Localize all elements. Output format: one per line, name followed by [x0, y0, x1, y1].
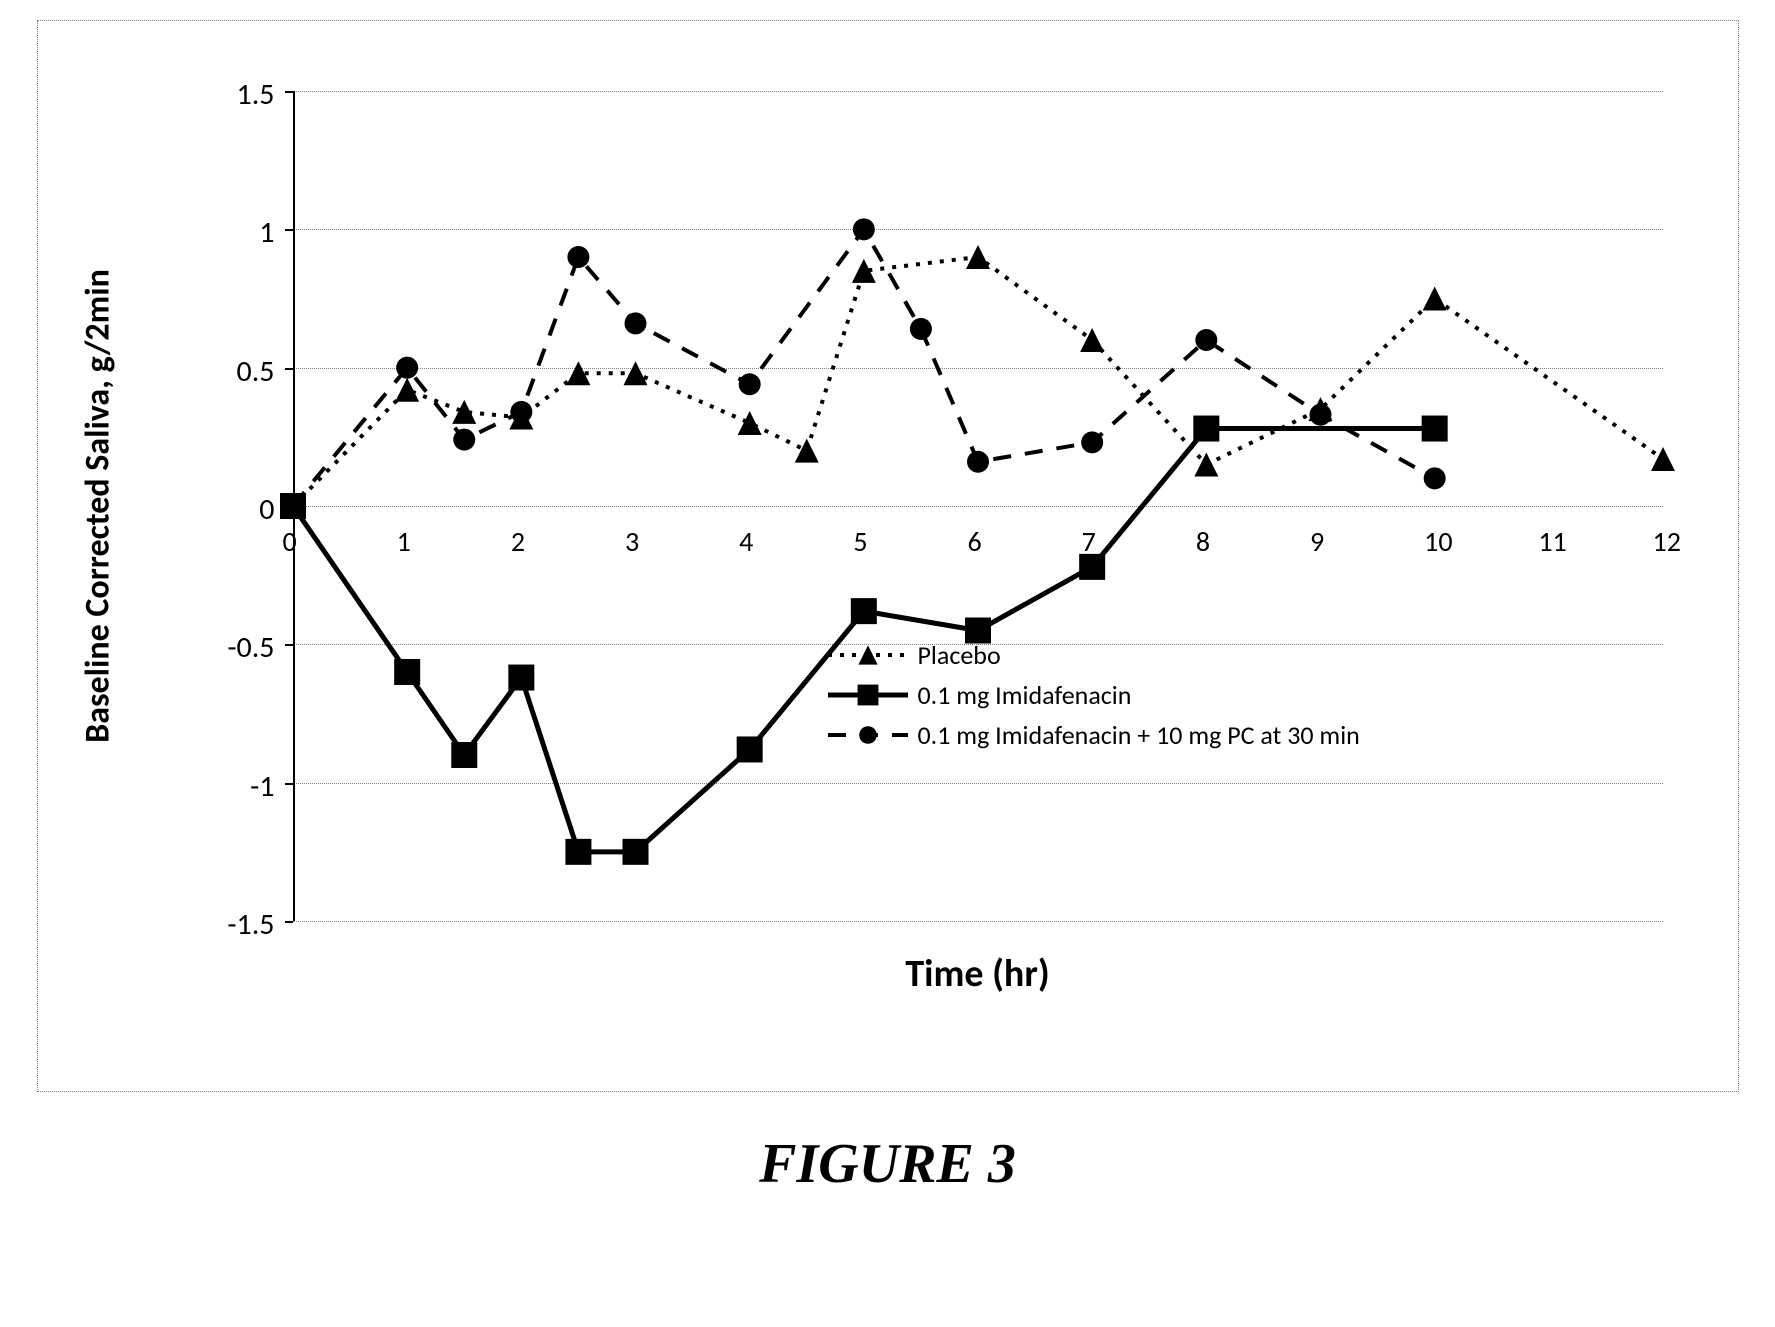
- marker-circle: [453, 429, 475, 451]
- marker-circle: [567, 246, 589, 268]
- marker-square: [1193, 416, 1219, 442]
- legend-swatch: [828, 645, 908, 665]
- marker-circle: [1423, 467, 1445, 489]
- legend-label: Placebo: [918, 639, 1001, 671]
- marker-circle: [510, 401, 532, 423]
- marker-square: [1079, 554, 1105, 580]
- marker-triangle: [1651, 447, 1675, 471]
- figure-container: -1.5-1-0.500.511.50123456789101112Baseli…: [20, 20, 1755, 1307]
- marker-circle: [624, 312, 646, 334]
- marker-square: [622, 839, 648, 865]
- marker-triangle: [1422, 287, 1446, 311]
- marker-triangle: [1080, 328, 1104, 352]
- legend-swatch: [828, 725, 908, 745]
- marker-circle: [859, 726, 877, 744]
- legend-label: 0.1 mg Imidafenacin + 10 mg PC at 30 min: [918, 719, 1360, 751]
- figure-caption: FIGURE 3: [759, 1132, 1016, 1196]
- legend: Placebo 0.1 mg Imidafenacin 0.1 mg Imidafe…: [828, 641, 1360, 761]
- marker-square: [508, 665, 534, 691]
- chart-outer-frame: -1.5-1-0.500.511.50123456789101112Baseli…: [37, 20, 1739, 1092]
- marker-triangle: [794, 439, 818, 463]
- marker-triangle: [452, 400, 476, 424]
- marker-circle: [1195, 329, 1217, 351]
- marker-circle: [1081, 431, 1103, 453]
- marker-triangle: [858, 645, 877, 664]
- legend-item: 0.1 mg Imidafenacin: [828, 681, 1360, 709]
- legend-swatch: [828, 685, 908, 705]
- marker-square: [1421, 416, 1447, 442]
- chart-svg: [48, 31, 1728, 1081]
- marker-square: [394, 659, 420, 685]
- marker-square: [451, 742, 477, 768]
- marker-circle: [967, 451, 989, 473]
- marker-circle: [738, 373, 760, 395]
- marker-triangle: [623, 361, 647, 385]
- marker-triangle: [966, 245, 990, 269]
- marker-square: [850, 598, 876, 624]
- marker-circle: [1309, 404, 1331, 426]
- marker-triangle: [737, 411, 761, 435]
- legend-item: 0.1 mg Imidafenacin + 10 mg PC at 30 min: [828, 721, 1360, 749]
- marker-circle: [852, 218, 874, 240]
- marker-circle: [396, 357, 418, 379]
- marker-square: [565, 839, 591, 865]
- chart-area: -1.5-1-0.500.511.50123456789101112Baseli…: [48, 31, 1728, 1081]
- marker-circle: [282, 495, 304, 517]
- marker-circle: [909, 318, 931, 340]
- marker-square: [736, 736, 762, 762]
- marker-square: [857, 685, 878, 706]
- legend-label: 0.1 mg Imidafenacin: [918, 679, 1132, 711]
- legend-item: Placebo: [828, 641, 1360, 669]
